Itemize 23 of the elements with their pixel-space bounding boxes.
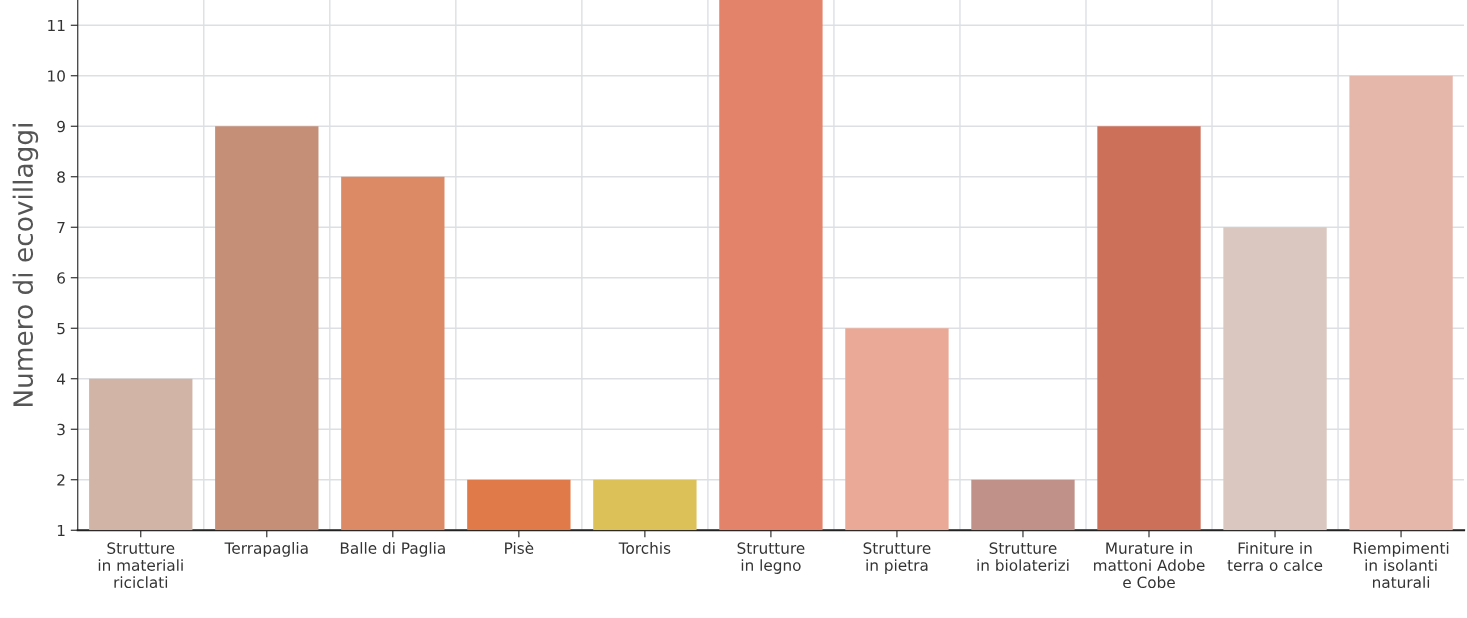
y-tick-label: 8 [57,171,65,183]
x-tick-label: Strutture in legno [737,542,805,574]
x-tick-label: Pisè [505,541,534,554]
y-axis-title: Numero di ecovillaggi [12,124,39,407]
y-tick-label: 1 [57,524,65,537]
y-tick-label: 4 [56,373,66,385]
y-tick-label: 6 [57,272,65,284]
y-tick-label: 2 [57,474,65,486]
y-tick-label: 3 [57,423,65,436]
y-tick-label: 5 [57,322,65,335]
x-tick-label: Riempimenti in isolanti naturali [1353,542,1449,589]
x-tick-label: Murature in mattoni Adobe e Cobe [1094,542,1205,589]
x-tick-label: Torchis [618,542,671,554]
x-tick-label: Strutture in pietra [863,542,931,574]
x-tick-label: Balle di Paglia [340,542,445,557]
x-tick-label: Terrapaglia [224,542,308,557]
x-tick-label: Strutture in biolaterizi [977,542,1069,571]
x-tick-label: Finiture in terra o calce [1227,542,1323,571]
y-tick-label: 7 [57,221,65,234]
y-tick-label: 10 [48,70,65,82]
x-tick-label: Strutture in materiali riciclati [98,542,183,589]
y-tick-label: 11 [48,19,65,32]
y-tick-label: 9 [57,120,65,133]
